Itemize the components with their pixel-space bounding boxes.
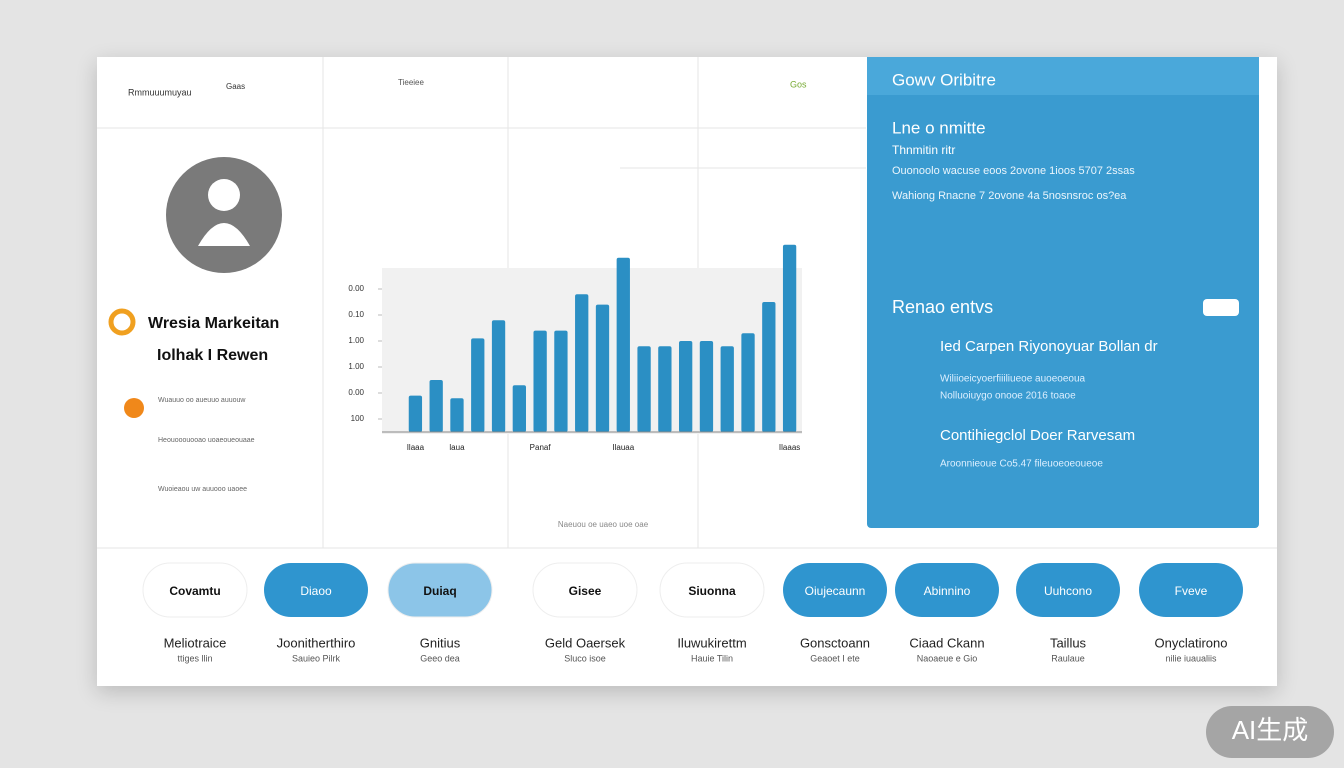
bar [762,302,776,432]
panel-subheading: Thnmitin ritr [892,143,955,157]
y-tick-label: 1.00 [348,362,364,371]
y-tick-label: 1.00 [348,336,364,345]
pill-label[interactable]: Duiaq [423,584,456,598]
bar [512,385,526,432]
bar [637,346,651,432]
profile-icon [108,308,136,336]
bar [450,398,464,432]
bar [491,320,506,432]
bar [616,257,630,432]
watermark-bg [1206,706,1334,758]
panel-heading: Lne o nmitte [892,118,986,137]
nav-link[interactable]: Tieeiee [398,78,424,87]
badge [1203,299,1239,316]
pill[interactable] [659,562,765,618]
item-sub: Geaoet I ete [810,653,860,663]
avatar [166,157,282,273]
bar [741,333,755,432]
panel-line: Ouonoolo wacuse eoos 2ovone 1ioos 5707 2… [892,165,1135,177]
panel-title: Gowv Oribitre [892,70,996,89]
item-sub: Sluco isoe [564,653,606,663]
item-label: Gonsctoann [800,635,870,650]
item-label: Meliotraice [164,635,227,650]
profile-name: Wresia Markeitan [148,315,279,332]
item-label: Iluwukirettm [677,635,746,650]
bar [720,346,734,432]
profile-note: Heouooouooao uoaeoueouaae [158,437,255,444]
x-tick-label: Panaf [530,443,552,452]
pill[interactable] [1016,563,1120,617]
profile-note: Wuauuo oo aueuuo auuouw [158,397,246,404]
panel-section: Renao entvs [892,297,993,317]
pill-label[interactable]: Abinnino [924,584,971,598]
x-tick-label: laua [449,443,465,452]
bar [533,330,547,432]
item-sub: Raulaue [1051,653,1085,663]
pill[interactable] [1139,563,1243,617]
tag: Gaas [226,82,245,91]
brand: Rmmuuumuyau [128,87,192,97]
nav-link[interactable]: Gos [790,79,807,89]
panel-line: Wahiong Rnacne 7 2ovone 4a 5nosnsroc os?… [892,190,1127,202]
item-label: Taillus [1050,635,1087,650]
bar [699,341,714,432]
event-title[interactable]: Ied Carpen Riyonoyuar Bollan dr [940,338,1158,355]
bar [471,338,485,432]
y-tick-label: 100 [351,414,365,423]
item-label: Geld Oaersek [545,635,626,650]
x-tick-label: Ilaaas [779,443,800,452]
bar [595,304,610,432]
profile-subtitle: Iolhak I Rewen [157,347,268,364]
note-icon [124,398,144,418]
pill[interactable] [532,562,638,618]
y-tick-label: 0.00 [348,388,364,397]
chart-footnote: Naeuou oe uaeo uoe oae [558,520,649,529]
pill-label[interactable]: Gisee [569,584,602,598]
event-desc: Wiliioeicyoerfiiiliueoe auoeoeoua [940,374,1086,385]
item-sub: Geeo dea [420,653,460,663]
info-panel [867,57,1259,528]
pill[interactable] [142,562,248,618]
pill[interactable] [264,563,368,617]
event-desc: Nolluoiuygo onooe 2016 toaoe [940,391,1076,402]
item-label: Onyclatirono [1155,635,1228,650]
pill-label[interactable]: Siuonna [688,584,736,598]
item-label: Joonitherthiro [277,635,356,650]
pill[interactable] [387,562,493,618]
item-label: Gnitius [420,635,461,650]
event-title[interactable]: Contihiegclol Doer Rarvesam [940,427,1135,444]
bar [679,341,693,432]
pill[interactable] [783,563,887,617]
bar [658,346,672,432]
watermark: AI生成 [1232,715,1309,745]
event-desc: Aroonnieoue Co5.47 fileuoeoeoueoe [940,459,1103,470]
bar [408,395,423,432]
pill-label[interactable]: Fveve [1175,584,1208,598]
x-tick-label: Ilauaa [612,443,634,452]
bar [429,380,443,432]
chart-area [382,268,802,434]
bar [554,330,568,432]
x-tick-label: Ilaaa [407,443,425,452]
item-sub: Hauie Tilin [691,653,733,663]
item-sub: Naoaeue e Gio [917,653,978,663]
pill-label[interactable]: Diaoo [300,584,332,598]
pill-label[interactable]: Oiujecaunn [805,584,866,598]
bar [575,294,589,432]
y-tick-label: 0.00 [348,284,364,293]
item-label: Ciaad Ckann [909,635,984,650]
bar [782,244,797,432]
pill[interactable] [895,563,999,617]
item-sub: ttiges llin [177,653,212,663]
pill-label[interactable]: Uuhcono [1044,584,1092,598]
item-sub: Sauieo Pilrk [292,653,341,663]
y-tick-label: 0.10 [348,310,364,319]
item-sub: nilie iuaualiis [1165,653,1217,663]
profile-note: Wuoieaou uw auuooo uaoee [158,486,247,493]
pill-label[interactable]: Covamtu [169,584,220,598]
